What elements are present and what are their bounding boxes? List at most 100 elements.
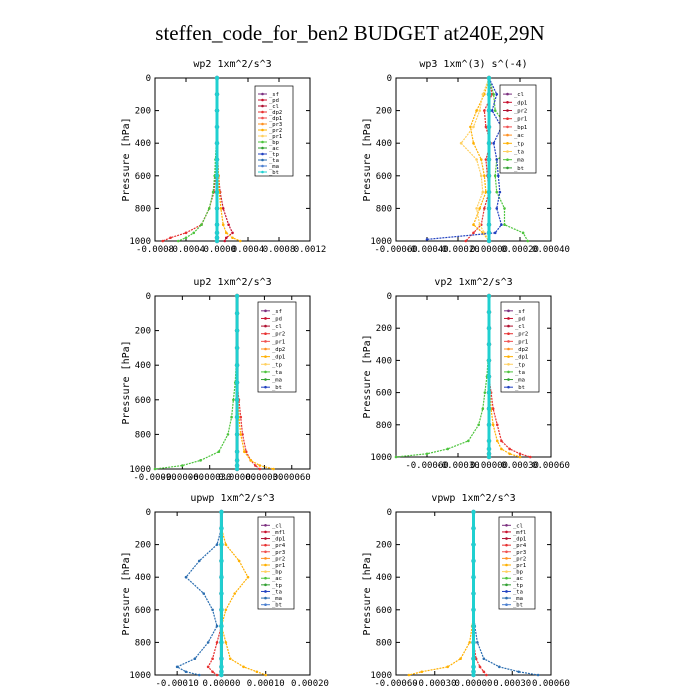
chart-panel-6: vpwp 1xm^2/s^3 Pressure [hPa] 0 200 400 600 80… xyxy=(362,493,570,689)
x-tick-label: 0.00030 xyxy=(501,461,539,471)
data-point xyxy=(224,641,228,644)
legend-label: _pd xyxy=(272,316,282,322)
legend-marker xyxy=(507,378,510,381)
data-point xyxy=(233,592,237,595)
data-point xyxy=(234,432,240,437)
legend-marker xyxy=(261,104,264,108)
series-line-tp xyxy=(426,77,503,240)
data-point xyxy=(231,231,234,235)
y-tick-label: 800 xyxy=(376,421,392,431)
x-tick-label: 0.00000 xyxy=(202,679,240,689)
data-point xyxy=(237,559,241,563)
legend-label: _pr1 xyxy=(513,563,526,569)
legend-label: _pr2 xyxy=(272,556,285,562)
data-point xyxy=(214,157,220,162)
data-point xyxy=(192,231,196,235)
legend-label: _bt xyxy=(514,166,524,172)
data-point xyxy=(486,446,492,452)
data-point xyxy=(226,433,230,436)
x-tick-label: 0.00040 xyxy=(532,245,570,255)
data-point xyxy=(469,125,472,129)
legend: _cl_mfl_dp1_pr4_pr3_pr2_pr1_bp_ac_tp_ta_… xyxy=(498,516,536,610)
plot-frame xyxy=(395,77,552,242)
data-point xyxy=(478,223,482,226)
legend-label: _ac xyxy=(272,576,282,582)
series-line-bp1 xyxy=(488,77,529,242)
data-point xyxy=(232,398,235,402)
data-point xyxy=(459,657,462,660)
x-tick-label: 0.00010 xyxy=(247,679,285,689)
panel-title: wp2 1xm^2/s^3 xyxy=(193,59,271,70)
data-point xyxy=(459,141,463,145)
legend-label: _ta xyxy=(513,589,523,595)
x-tick-label: 0.00060 xyxy=(532,679,570,689)
legend-marker xyxy=(505,563,508,567)
legend-label: _dp2 xyxy=(515,347,528,353)
y-tick-label: 200 xyxy=(376,107,392,117)
data-point xyxy=(484,125,488,129)
data-point xyxy=(493,109,497,112)
legend-label: _tp xyxy=(269,152,279,158)
data-point xyxy=(475,109,478,112)
data-point xyxy=(161,239,165,243)
x-tick-label: -0.00060 xyxy=(161,473,204,483)
legend-label: _ac xyxy=(269,146,279,152)
legend-label: _tp xyxy=(272,583,282,589)
data-point xyxy=(486,422,492,427)
data-point xyxy=(214,108,220,113)
y-tick-label: 800 xyxy=(135,430,151,440)
y-tick-label: 800 xyxy=(376,638,392,648)
y-tick-label: 200 xyxy=(376,324,392,334)
data-point xyxy=(471,509,476,515)
y-tick-label: 0 xyxy=(146,508,151,518)
data-point xyxy=(425,238,429,241)
legend-marker xyxy=(261,158,264,162)
legend-label: _ma xyxy=(272,378,282,384)
legend-label: _bp xyxy=(272,570,282,576)
legend-label: _mfl xyxy=(513,530,526,536)
series-line-pr1 xyxy=(460,77,490,242)
legend-label: _pr1 xyxy=(515,339,528,345)
data-point xyxy=(211,670,214,674)
legend-marker xyxy=(505,590,508,593)
data-point xyxy=(479,174,483,178)
data-point xyxy=(486,451,492,456)
data-point xyxy=(214,206,220,211)
data-point xyxy=(234,293,240,299)
data-point xyxy=(486,438,492,444)
series-line-dp1 xyxy=(395,296,490,458)
legend-label: _bt xyxy=(515,385,525,391)
x-tick-label: 0.0008 xyxy=(263,245,296,255)
x-tick-label: 0.0012 xyxy=(294,245,327,255)
legend-label: _pr1 xyxy=(272,339,285,345)
legend-label: _pr1 xyxy=(272,563,285,569)
legend-label: _pr2 xyxy=(515,332,528,338)
legend-label: _pr3 xyxy=(513,550,526,556)
data-point xyxy=(467,439,470,443)
data-point xyxy=(181,464,184,467)
data-point xyxy=(536,673,540,677)
data-point xyxy=(471,526,476,531)
data-point xyxy=(234,345,240,351)
data-point xyxy=(476,641,479,644)
legend-label: _dp1 xyxy=(513,537,526,543)
legend-marker xyxy=(264,550,267,554)
y-tick-label: 600 xyxy=(376,606,392,616)
data-point xyxy=(224,608,228,612)
data-point xyxy=(483,109,486,112)
data-point xyxy=(206,641,210,644)
y-tick-label: 600 xyxy=(376,389,392,399)
legend-box xyxy=(257,301,297,393)
legend-label: _dp1 xyxy=(514,100,527,106)
legend-label: _pr2 xyxy=(269,128,282,134)
y-tick-label: 600 xyxy=(135,606,151,616)
legend-label: _ta xyxy=(272,370,282,376)
data-point xyxy=(224,543,228,546)
data-point xyxy=(219,672,224,678)
data-point xyxy=(234,311,240,316)
data-point xyxy=(243,450,246,454)
data-point xyxy=(214,238,220,244)
legend-marker xyxy=(261,164,264,168)
plot-frame xyxy=(154,295,311,470)
data-point xyxy=(481,407,485,411)
